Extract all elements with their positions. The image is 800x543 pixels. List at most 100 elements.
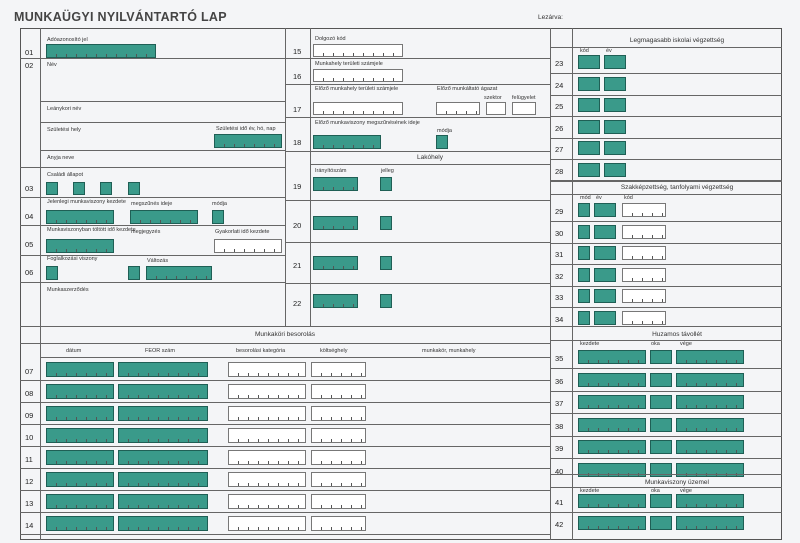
valtozas-box[interactable] xyxy=(128,266,140,280)
munkaviszonyban-field[interactable] xyxy=(46,239,114,253)
iranyitoszam-field-19[interactable] xyxy=(313,177,358,191)
kezdete-field[interactable] xyxy=(578,350,646,364)
kod-field[interactable] xyxy=(622,203,666,217)
kod-field[interactable] xyxy=(578,162,600,177)
besorolasi-field[interactable] xyxy=(228,384,306,399)
kod-field[interactable] xyxy=(622,289,666,303)
csaladi-box-1[interactable] xyxy=(46,182,58,195)
oka-field[interactable] xyxy=(650,462,672,477)
nev-label[interactable]: Név xyxy=(47,62,57,68)
ev-field[interactable] xyxy=(594,267,616,282)
ev-field[interactable] xyxy=(604,55,626,69)
kod-field[interactable] xyxy=(622,246,666,260)
gyakorlati-field[interactable] xyxy=(214,239,282,253)
elozo-munkahely-field[interactable] xyxy=(313,102,403,115)
kezdete-field[interactable] xyxy=(578,372,646,387)
besorolasi-field[interactable] xyxy=(228,362,306,377)
feor-field[interactable] xyxy=(118,494,208,509)
koltseghely-field[interactable] xyxy=(311,472,366,487)
iranyitoszam-field-22[interactable] xyxy=(313,294,358,308)
modja-field[interactable] xyxy=(212,210,224,224)
feor-field[interactable] xyxy=(118,384,208,399)
datum-field[interactable] xyxy=(46,472,114,487)
oka-field[interactable] xyxy=(650,440,672,454)
kod-field[interactable] xyxy=(578,98,600,112)
mod-field[interactable] xyxy=(578,310,590,325)
koltseghely-field[interactable] xyxy=(311,406,366,421)
megszunes-field[interactable] xyxy=(130,210,198,224)
jelleg-field-20[interactable] xyxy=(380,216,392,230)
iranyitoszam-field-20[interactable] xyxy=(313,216,358,230)
kod-field[interactable] xyxy=(578,119,600,134)
munkahely-terulet-field[interactable] xyxy=(313,69,403,82)
kezdete-field[interactable] xyxy=(578,417,646,432)
csaladi-box-3[interactable] xyxy=(100,182,112,195)
oka-field[interactable] xyxy=(650,372,672,387)
elozo-agazat-field[interactable] xyxy=(436,102,480,115)
ev-field[interactable] xyxy=(594,246,616,260)
kezdete-field[interactable] xyxy=(578,395,646,409)
oka-field[interactable] xyxy=(650,494,672,508)
csaladi-box-2[interactable] xyxy=(73,182,85,195)
koltseghely-field[interactable] xyxy=(311,494,366,509)
vege-field[interactable] xyxy=(676,440,744,454)
jelleg-field-21[interactable] xyxy=(380,256,392,270)
koltseghely-field[interactable] xyxy=(311,428,366,443)
kod-field[interactable] xyxy=(622,310,666,325)
besorolasi-field[interactable] xyxy=(228,428,306,443)
ev-field[interactable] xyxy=(594,289,616,303)
valtozas-field[interactable] xyxy=(146,266,212,280)
kezdete-field[interactable] xyxy=(578,494,646,508)
kod-field[interactable] xyxy=(622,267,666,282)
vege-field[interactable] xyxy=(676,516,744,530)
feor-field[interactable] xyxy=(118,406,208,421)
mod-field[interactable] xyxy=(578,289,590,303)
besorolasi-field[interactable] xyxy=(228,516,306,531)
kezdete-field[interactable] xyxy=(578,440,646,454)
besorolasi-field[interactable] xyxy=(228,406,306,421)
kod-field[interactable] xyxy=(578,55,600,69)
felugyelet-field[interactable] xyxy=(512,102,536,115)
kezdete-field[interactable] xyxy=(578,516,646,530)
kod-field[interactable] xyxy=(622,224,666,239)
jelenlegi-field[interactable] xyxy=(46,210,114,224)
anyja-neve-label[interactable]: Anyja neve xyxy=(47,155,75,161)
munkaszerzodes-label[interactable]: Munkaszerződés xyxy=(47,287,89,293)
feor-field[interactable] xyxy=(118,472,208,487)
ev-field[interactable] xyxy=(594,203,616,217)
elozo-modja-field[interactable] xyxy=(436,135,448,149)
kod-field[interactable] xyxy=(578,76,600,91)
oka-field[interactable] xyxy=(650,417,672,432)
mod-field[interactable] xyxy=(578,246,590,260)
datum-field[interactable] xyxy=(46,516,114,531)
jelleg-field-19[interactable] xyxy=(380,177,392,191)
datum-field[interactable] xyxy=(46,450,114,465)
mod-field[interactable] xyxy=(578,203,590,217)
szektor-field[interactable] xyxy=(486,102,506,115)
dolgozo-kod-field[interactable] xyxy=(313,44,403,57)
szuletesi-ido-field[interactable] xyxy=(214,134,282,148)
szuletesi-hely-label[interactable]: Születési hely xyxy=(47,127,81,133)
oka-field[interactable] xyxy=(650,395,672,409)
iranyitoszam-field-21[interactable] xyxy=(313,256,358,270)
feor-field[interactable] xyxy=(118,450,208,465)
datum-field[interactable] xyxy=(46,406,114,421)
feor-field[interactable] xyxy=(118,516,208,531)
jelleg-field-22[interactable] xyxy=(380,294,392,308)
vege-field[interactable] xyxy=(676,494,744,508)
oka-field[interactable] xyxy=(650,350,672,364)
ev-field[interactable] xyxy=(604,162,626,177)
csaladi-box-4[interactable] xyxy=(128,182,140,195)
oka-field[interactable] xyxy=(650,516,672,530)
ev-field[interactable] xyxy=(594,224,616,239)
vege-field[interactable] xyxy=(676,372,744,387)
vege-field[interactable] xyxy=(676,350,744,364)
elozo-megszunes-field[interactable] xyxy=(313,135,381,149)
ev-field[interactable] xyxy=(594,310,616,325)
mod-field[interactable] xyxy=(578,267,590,282)
besorolasi-field[interactable] xyxy=(228,472,306,487)
vege-field[interactable] xyxy=(676,417,744,432)
koltseghely-field[interactable] xyxy=(311,516,366,531)
koltseghely-field[interactable] xyxy=(311,384,366,399)
datum-field[interactable] xyxy=(46,428,114,443)
